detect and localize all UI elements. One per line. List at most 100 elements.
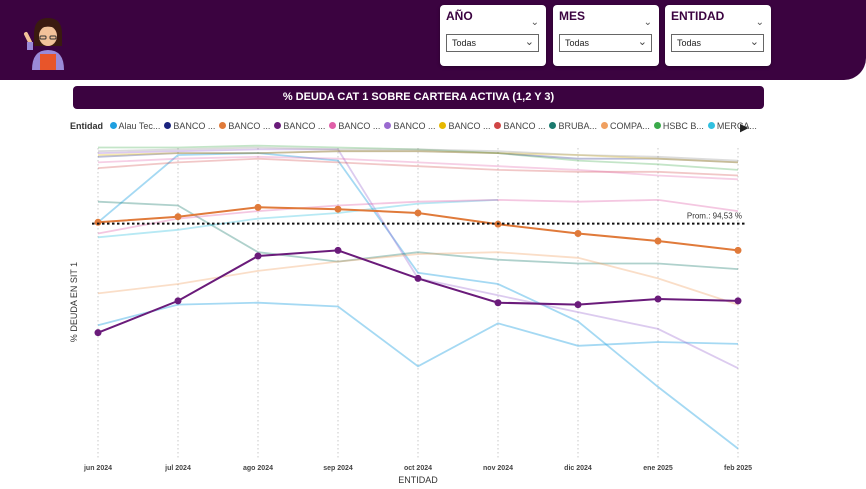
series-line (98, 144, 739, 171)
series-line (97, 251, 739, 306)
legend-marker (329, 122, 337, 129)
series-line (97, 157, 739, 177)
legend-marker (384, 122, 392, 129)
legend-label: BANCO ... (448, 121, 491, 131)
series-point (654, 237, 662, 245)
legend-marker (219, 122, 227, 129)
x-tick-label: ago 2024 (243, 465, 273, 472)
series-point (414, 209, 422, 217)
legend-label: BANCO ... (228, 121, 271, 131)
chevron-down-icon[interactable]: ⌄ (643, 17, 652, 28)
series-point (334, 205, 342, 213)
legend-item[interactable]: BANCO ... (439, 121, 490, 131)
x-tick-label: dic 2024 (564, 465, 592, 472)
series-point (94, 218, 102, 226)
filter-month[interactable]: MES ⌄ Todas ⌄ (553, 5, 659, 66)
legend-marker (601, 122, 608, 129)
chevron-down-icon: ⌄ (524, 36, 534, 48)
series-point (174, 297, 182, 305)
legend-item[interactable]: MERCA... (707, 121, 757, 131)
legend-label: MERCA... (716, 121, 757, 131)
series-point (654, 295, 662, 303)
x-tick-label: jul 2024 (164, 465, 191, 472)
legend-next-arrow-icon[interactable]: ▶ (740, 122, 749, 134)
series-line (97, 301, 739, 368)
legend-marker (653, 122, 661, 129)
series-line (97, 150, 739, 164)
legend-item[interactable]: HSBC B... (653, 121, 704, 131)
legend-item[interactable]: Alau Tec... (109, 121, 161, 131)
legend-marker (707, 122, 715, 129)
average-reference-label: Prom.: 94,53 % (687, 212, 742, 221)
series-point (254, 252, 262, 260)
filter-entity-value: Todas (677, 38, 702, 48)
legend-item[interactable]: COMPA... (601, 121, 650, 131)
legend-item[interactable]: BANCO ... (329, 121, 380, 131)
legend-label: Alau Tec... (118, 121, 161, 131)
legend-label: HSBC B... (662, 121, 704, 131)
filter-year-title: AÑO (446, 9, 473, 23)
x-tick-label: jun 2024 (83, 465, 112, 472)
filter-year-select[interactable]: Todas ⌄ (446, 34, 539, 52)
filter-month-value: Todas (565, 38, 590, 48)
chart-title: % DEUDA CAT 1 SOBRE CARTERA ACTIVA (1,2 … (73, 86, 764, 109)
legend-label: BANCO ... (338, 121, 381, 131)
legend-item[interactable]: BRUBA... (549, 121, 597, 131)
chevron-down-icon: ⌄ (637, 36, 647, 48)
legend-item[interactable]: BANCO ... (274, 121, 325, 131)
filter-entity-select[interactable]: Todas ⌄ (671, 34, 764, 52)
series-point (574, 301, 582, 309)
chevron-down-icon: ⌄ (749, 36, 759, 48)
series-line (97, 155, 739, 181)
series-line (97, 150, 739, 164)
legend-label: BANCO ... (393, 121, 436, 131)
filter-entity-title: ENTIDAD (671, 9, 725, 23)
chevron-down-icon[interactable]: ⌄ (530, 17, 539, 28)
legend-marker (164, 122, 172, 129)
x-tick-label: nov 2024 (483, 465, 513, 472)
series-point (414, 274, 422, 282)
filter-year[interactable]: AÑO ⌄ Todas ⌄ (440, 5, 546, 66)
series-line (97, 148, 739, 370)
x-axis-title: ENTIDAD (398, 475, 438, 485)
series-line (97, 198, 739, 235)
filter-entity[interactable]: ENTIDAD ⌄ Todas ⌄ (665, 5, 771, 66)
legend-label: BANCO ... (173, 121, 216, 131)
legend-marker (274, 122, 282, 129)
series-line (97, 199, 499, 239)
series-point (334, 246, 342, 254)
legend-marker (109, 122, 117, 129)
user-avatar-icon (24, 18, 64, 70)
y-axis-title: % DEUDA EN SIT 1 (69, 262, 79, 342)
filter-month-title: MES (559, 9, 586, 23)
legend-item[interactable]: BANCO ... (384, 121, 435, 131)
series-point (174, 213, 182, 221)
x-tick-label: feb 2025 (724, 465, 752, 472)
legend-marker (549, 122, 557, 129)
chevron-down-icon[interactable]: ⌄ (755, 17, 764, 28)
legend-label: BRUBA... (558, 121, 597, 131)
legend-item[interactable]: BANCO ... (164, 121, 215, 131)
legend-item[interactable]: BANCO ... (219, 121, 270, 131)
x-tick-label: ene 2025 (643, 465, 673, 472)
legend-label: COMPA... (610, 121, 650, 131)
legend-marker (494, 122, 502, 129)
series-line (97, 200, 739, 270)
legend-label: BANCO ... (283, 121, 326, 131)
filter-month-select[interactable]: Todas ⌄ (559, 34, 652, 52)
legend-title: Entidad (70, 121, 103, 131)
legend-marker (439, 122, 447, 129)
filter-year-value: Todas (452, 38, 477, 48)
series-line (97, 146, 739, 162)
legend-label: BANCO ... (503, 121, 546, 131)
header-bar: AÑO ⌄ Todas ⌄ MES ⌄ Todas ⌄ ENTIDAD ⌄ To… (0, 0, 866, 80)
chart-legend: Entidad Alau Tec... BANCO ... BANCO ... BAN… (70, 121, 760, 137)
series-point (254, 203, 262, 211)
series-point (494, 299, 502, 307)
series-line (97, 152, 739, 450)
series-point (94, 329, 102, 337)
legend-item[interactable]: BANCO ... (494, 121, 545, 131)
series-point (574, 230, 582, 238)
x-tick-label: sep 2024 (323, 465, 353, 472)
